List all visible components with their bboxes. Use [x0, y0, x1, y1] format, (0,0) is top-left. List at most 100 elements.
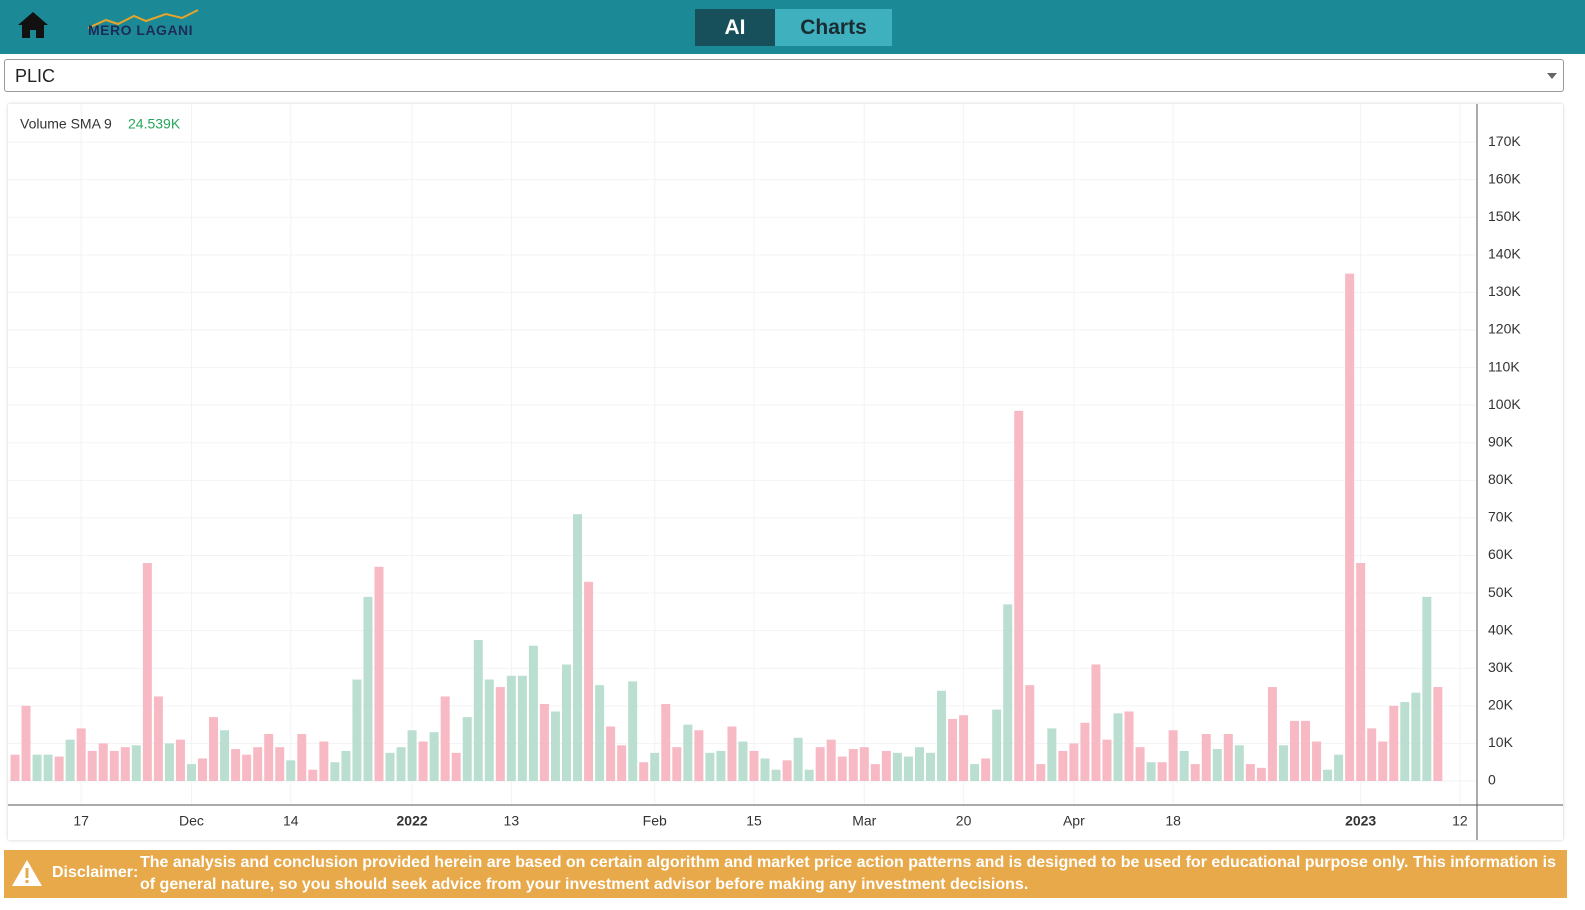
bar [1102, 739, 1112, 781]
logo[interactable]: MERO LAGANI [88, 22, 194, 38]
x-tick-label: 18 [1165, 813, 1181, 829]
bar [1334, 754, 1344, 781]
bar [175, 739, 185, 781]
bar [870, 764, 880, 781]
tab[interactable]: Charts [775, 9, 892, 46]
bar [948, 718, 958, 781]
bar [76, 728, 86, 781]
bar [1069, 743, 1079, 781]
bar [186, 764, 196, 781]
bar [473, 640, 483, 781]
bar [683, 724, 693, 781]
bar [782, 760, 792, 781]
chart: 12 2023 18 Apr 20 Mar 15 Feb 13 2022 14 Dec 17 170K 16… [8, 104, 1563, 840]
y-tick-label: 20K [1488, 697, 1514, 713]
bar [21, 705, 31, 781]
bar [705, 752, 715, 781]
bar [451, 752, 461, 781]
bar [1389, 705, 1399, 781]
bar [528, 645, 538, 781]
bar [319, 741, 329, 781]
bar [253, 747, 263, 781]
header: MERO LAGANI AI Charts [0, 0, 1585, 54]
bar [286, 760, 296, 781]
bar [1323, 769, 1333, 781]
bar [1124, 711, 1134, 781]
chart-container: 12 2023 18 Apr 20 Mar 15 Feb 13 2022 14 Dec 17 170K 16… [8, 104, 1563, 840]
bar [10, 754, 20, 781]
bar [1135, 747, 1145, 781]
bar [65, 739, 75, 781]
x-tick-label: 15 [746, 813, 762, 829]
y-tick-label: 90K [1488, 433, 1514, 449]
y-tick-label: 80K [1488, 471, 1514, 487]
bar [517, 675, 527, 781]
warning-icon [12, 860, 42, 886]
bar [275, 747, 285, 781]
disclaimer-label: Disclaimer: [52, 864, 139, 881]
home-icon[interactable] [16, 10, 50, 40]
bar [32, 754, 42, 781]
bar [407, 730, 417, 781]
bar [131, 745, 141, 781]
bar [539, 703, 549, 781]
x-tick-label: 17 [73, 813, 89, 829]
y-tick-label: 0 [1488, 772, 1496, 788]
bar [970, 764, 980, 781]
bar [198, 758, 208, 781]
bar [550, 711, 560, 781]
bar [209, 717, 219, 781]
y-tick-label: 150K [1488, 208, 1521, 224]
bar [440, 696, 450, 781]
bar [1345, 273, 1355, 781]
bar [330, 762, 340, 781]
legend-value: 24.539K [128, 116, 181, 132]
bar [506, 675, 516, 781]
bar [385, 752, 395, 781]
x-tick-label: 2023 [1345, 813, 1376, 829]
bar [573, 514, 583, 781]
bar [826, 739, 836, 781]
bar [1312, 741, 1322, 781]
bar [341, 750, 351, 781]
bar [584, 581, 594, 781]
x-tick-label: 2022 [397, 813, 428, 829]
bar [264, 734, 274, 781]
y-tick-label: 30K [1488, 659, 1514, 675]
bar [793, 737, 803, 781]
bar [484, 679, 494, 781]
bar [1267, 687, 1277, 781]
bar [837, 756, 847, 781]
symbol-select[interactable]: PLIC [4, 59, 1564, 92]
tab[interactable]: AI [695, 9, 775, 46]
y-tick-label: 130K [1488, 283, 1521, 299]
bar [495, 687, 505, 781]
y-tick-label: 110K [1488, 358, 1520, 374]
bar [595, 685, 605, 781]
bar [220, 730, 230, 781]
bar [1190, 764, 1200, 781]
bar [242, 754, 252, 781]
x-tick-label: Feb [643, 813, 667, 829]
bar [1113, 713, 1123, 781]
bar [1411, 692, 1421, 781]
bar [87, 750, 97, 781]
bar [881, 750, 891, 781]
x-tick-label: Mar [852, 813, 876, 829]
x-tick-label: Apr [1063, 813, 1085, 829]
bar [109, 750, 119, 781]
bar [1179, 750, 1189, 781]
bar [617, 745, 627, 781]
bar [1400, 702, 1410, 781]
bar [992, 709, 1002, 781]
bar [1003, 604, 1013, 781]
bar [54, 756, 64, 781]
bar [925, 752, 935, 781]
y-tick-label: 70K [1488, 509, 1514, 525]
bar [694, 730, 704, 781]
bar [606, 726, 616, 781]
logo-mark [87, 9, 199, 29]
y-tick-label: 10K [1488, 734, 1514, 750]
legend-label: Volume SMA 9 [20, 116, 112, 132]
